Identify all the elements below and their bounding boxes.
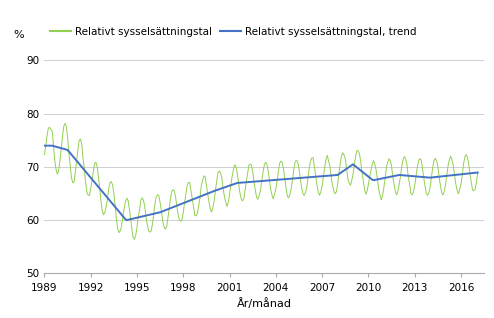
Text: %: %: [14, 30, 24, 40]
X-axis label: År/månad: År/månad: [237, 298, 292, 309]
Legend: Relativt sysselsättningstal, Relativt sysselsättningstal, trend: Relativt sysselsättningstal, Relativt sy…: [50, 27, 416, 37]
